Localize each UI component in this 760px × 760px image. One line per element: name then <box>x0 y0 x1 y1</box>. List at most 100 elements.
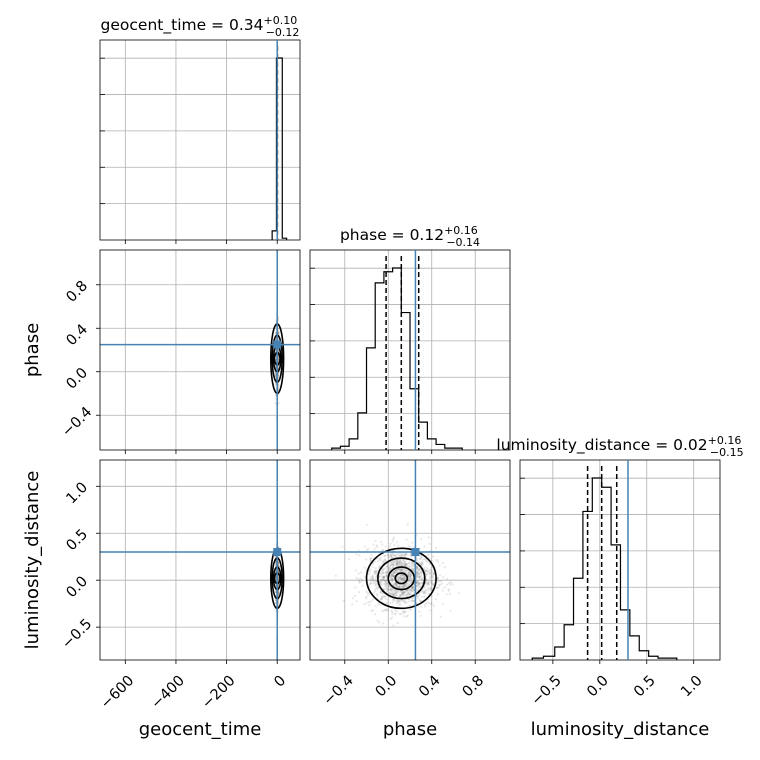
panel-title-geocent_time: geocent_time = 0.34+0.10 −0.12 <box>101 14 300 39</box>
sample-point <box>447 589 450 592</box>
sample-point <box>403 591 406 594</box>
sample-point <box>398 585 401 588</box>
sample-point <box>400 578 403 581</box>
sample-point <box>392 573 395 576</box>
sample-point <box>380 597 384 600</box>
sample-point <box>396 570 399 573</box>
sample-point <box>372 592 375 595</box>
sample-point <box>361 584 364 587</box>
sample-point <box>410 573 413 576</box>
sample-point <box>391 574 394 577</box>
sample-point <box>381 571 385 574</box>
sample-point <box>391 598 394 602</box>
sample-point <box>400 553 403 556</box>
sample-point <box>415 574 418 577</box>
sample-point <box>405 583 408 586</box>
sample-point <box>403 563 406 566</box>
sample-point <box>412 587 415 590</box>
sample-point <box>445 593 448 596</box>
sample-point <box>410 560 413 564</box>
sample-point <box>411 586 414 589</box>
sample-point <box>378 566 381 569</box>
sample-point <box>416 566 419 569</box>
title-minus: −0.12 <box>266 26 300 39</box>
sample-point <box>277 591 280 594</box>
sample-point <box>408 593 411 596</box>
sample-point <box>408 604 412 608</box>
sample-point <box>418 571 421 574</box>
sample-point <box>382 587 386 591</box>
sample-point <box>402 576 406 579</box>
sample-point <box>386 573 389 576</box>
sample-point <box>381 562 384 566</box>
sample-point <box>429 573 432 576</box>
sample-point <box>274 372 277 375</box>
sample-point <box>392 594 395 598</box>
sample-point <box>422 558 425 561</box>
sample-point <box>377 558 380 561</box>
sample-point <box>399 568 402 571</box>
sample-point <box>392 624 395 627</box>
sample-point <box>397 578 400 581</box>
sample-point <box>369 559 372 562</box>
sample-point <box>403 591 406 594</box>
sample-point <box>405 585 409 588</box>
sample-point <box>404 553 407 556</box>
title-label: luminosity_distance = 0.02 <box>496 436 707 455</box>
sample-point <box>402 593 405 596</box>
sample-point <box>389 617 392 621</box>
sample-point <box>417 580 420 583</box>
sample-point <box>417 594 421 597</box>
sample-point <box>448 592 451 596</box>
sample-point <box>403 600 406 603</box>
sample-point <box>398 569 402 572</box>
sample-point <box>402 567 405 571</box>
sample-point <box>402 590 405 594</box>
sample-point <box>376 588 379 591</box>
sample-point <box>372 570 376 573</box>
sample-point <box>389 591 392 594</box>
sample-point <box>384 609 387 612</box>
sample-point <box>405 601 408 604</box>
sample-point <box>373 578 376 581</box>
sample-point <box>378 603 381 606</box>
sample-point <box>399 574 402 577</box>
sample-point <box>370 582 373 585</box>
sample-point <box>400 564 403 567</box>
sample-point <box>420 562 423 565</box>
sample-point <box>393 570 396 574</box>
sample-point <box>435 586 438 590</box>
sample-point <box>369 557 372 560</box>
sample-point <box>391 612 394 616</box>
sample-point <box>418 583 421 586</box>
x-axis-label-phase: phase <box>383 719 437 740</box>
sample-point <box>404 553 407 557</box>
sample-point <box>395 571 398 574</box>
title-minus: −0.14 <box>446 236 480 249</box>
sample-point <box>393 590 396 593</box>
sample-point <box>389 555 392 558</box>
sample-point <box>415 581 418 584</box>
sample-point <box>386 588 389 591</box>
sample-point <box>418 582 421 586</box>
sample-point <box>409 565 412 568</box>
sample-point <box>393 553 396 557</box>
sample-point <box>382 575 385 579</box>
sample-point <box>398 600 401 603</box>
sample-point <box>408 589 411 592</box>
sample-point <box>416 575 419 578</box>
sample-point <box>409 582 412 585</box>
sample-point <box>402 600 406 603</box>
sample-point <box>390 579 393 582</box>
sample-point <box>404 585 408 588</box>
sample-point <box>382 582 385 585</box>
sample-point <box>417 569 420 572</box>
truth-marker <box>411 548 420 557</box>
sample-point <box>401 575 404 579</box>
sample-point <box>376 594 379 597</box>
sample-point <box>372 582 375 585</box>
sample-point <box>401 592 404 595</box>
sample-point <box>401 562 404 565</box>
sample-point <box>384 580 387 583</box>
sample-point <box>430 579 433 582</box>
